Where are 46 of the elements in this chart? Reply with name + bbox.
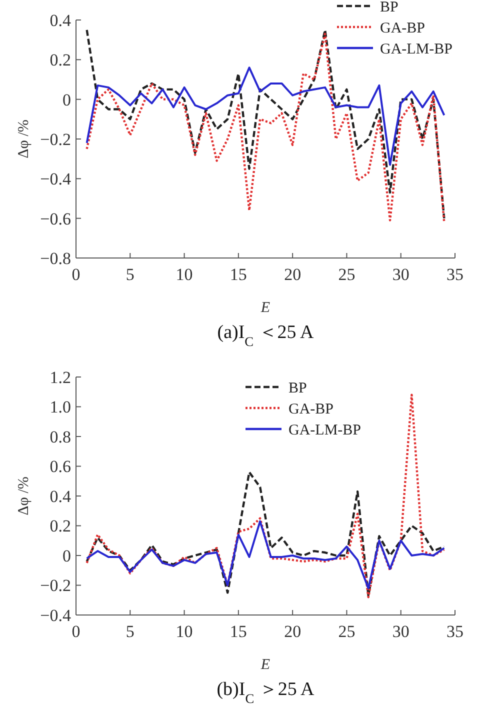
y-tick-label: 0.4 [50,10,72,30]
y-axis-title: Δφ /% [16,476,32,516]
x-tick-label: 20 [284,265,302,284]
y-tick-label: −0.2 [40,576,71,596]
x-axis-title: E [260,300,270,316]
y-tick-label: −0.6 [40,209,71,228]
y-axis-title: Δφ /% [16,120,32,158]
x-tick-label: 30 [392,265,410,284]
y-tick-label: 1.2 [50,368,71,387]
y-tick-label: 0.2 [50,50,71,70]
y-tick-label: 1.0 [50,398,71,417]
legend-label: BP [288,380,307,396]
y-tick-label: 0.6 [50,457,71,476]
x-tick-label: 5 [126,622,134,641]
x-tick-label: 10 [176,622,193,641]
legend-label: GA-BP [288,401,334,418]
x-tick-label: 15 [230,265,247,284]
legend-label: BP [380,0,398,16]
y-tick-label: 0.8 [50,427,71,446]
y-tick-label: 0 [62,546,71,566]
x-tick-label: 25 [338,622,356,641]
line-series [86,471,446,597]
x-axis-title: E [260,657,270,673]
x-tick-label: 35 [446,265,464,284]
y-tick-label: −0.8 [40,248,71,268]
y-tick-label: 0.4 [50,486,72,506]
x-tick-label: 25 [338,265,356,284]
x-tick-label: 30 [392,622,410,641]
line-series [86,66,446,166]
x-tick-label: 5 [126,265,134,284]
y-tick-label: 0.2 [50,516,71,536]
text: (a)I$_{C}$ ＜25 A [217,322,314,348]
x-tick-label: 15 [230,622,247,641]
text: (b)I$_{C}$ ＞25 A [216,679,315,706]
x-tick-label: 10 [176,265,193,284]
y-tick-label: 0 [62,90,71,110]
line-series [86,394,446,598]
y-tick-label: −0.2 [40,130,71,149]
x-tick-label: 35 [446,622,464,641]
y-tick-label: −0.4 [40,606,72,625]
legend-label: GA-LM-BP [288,422,362,438]
line-series [86,520,446,590]
y-tick-label: −0.4 [40,170,72,189]
x-tick-label: 20 [284,622,302,641]
legend-label: GA-LM-BP [380,41,453,58]
legend-label: GA-BP [380,20,426,36]
